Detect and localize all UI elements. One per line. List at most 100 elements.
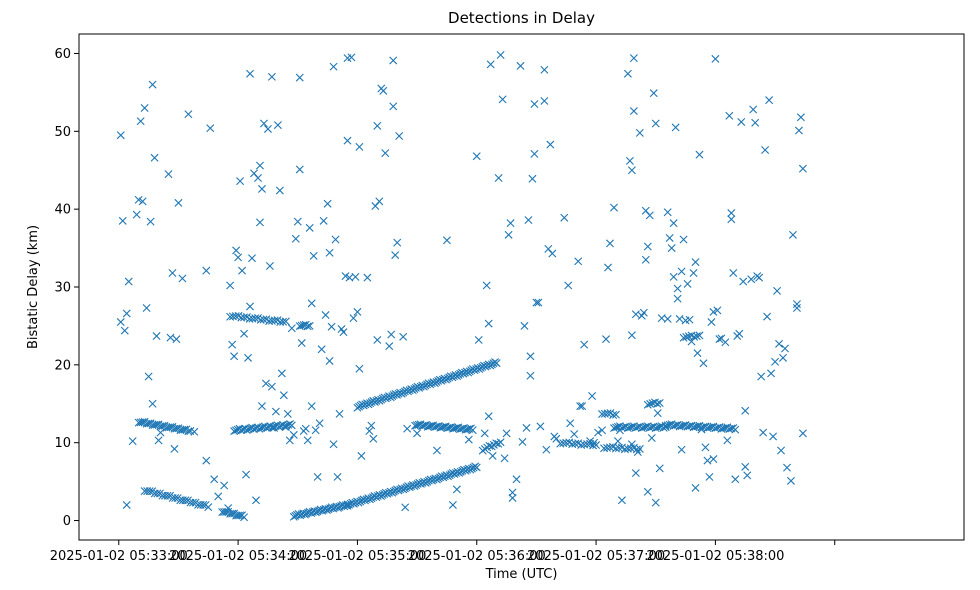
data-point-marker xyxy=(363,273,372,282)
data-point-marker xyxy=(765,96,774,105)
data-point-marker xyxy=(472,463,481,472)
data-point-marker xyxy=(647,434,656,443)
data-point-marker xyxy=(307,402,316,411)
data-point-marker xyxy=(271,407,280,416)
y-tick-label: 60 xyxy=(54,47,71,62)
data-point-marker xyxy=(743,471,752,480)
data-point-marker xyxy=(631,310,640,319)
data-point-marker xyxy=(506,219,515,228)
data-point-marker xyxy=(285,436,294,445)
x-axis-label: Time (UTC) xyxy=(485,567,558,582)
data-point-marker xyxy=(303,322,312,331)
data-point-marker xyxy=(158,421,167,430)
data-point-marker xyxy=(391,251,400,260)
data-point-marker xyxy=(170,444,179,453)
data-point-marker xyxy=(349,314,358,323)
data-point-marker xyxy=(548,249,557,258)
data-point-marker xyxy=(236,177,245,186)
data-point-marker xyxy=(767,369,776,378)
data-point-marker xyxy=(275,186,284,195)
data-point-marker xyxy=(571,439,580,448)
data-point-marker xyxy=(494,174,503,183)
data-point-marker xyxy=(226,281,235,290)
data-point-marker xyxy=(703,456,712,465)
data-point-marker xyxy=(154,436,163,445)
data-point-marker xyxy=(166,423,175,432)
data-point-marker xyxy=(669,272,678,281)
data-point-marker xyxy=(257,184,266,193)
data-point-marker xyxy=(381,149,390,158)
data-point-marker xyxy=(691,258,700,267)
data-point-marker xyxy=(116,318,125,327)
data-point-marker xyxy=(603,409,612,418)
data-point-marker xyxy=(482,281,491,290)
data-point-marker xyxy=(122,500,131,509)
data-point-marker xyxy=(725,111,734,120)
data-point-marker xyxy=(144,419,153,428)
data-point-marker xyxy=(796,113,805,122)
data-point-marker xyxy=(321,311,330,320)
data-point-marker xyxy=(335,409,344,418)
data-point-marker xyxy=(562,438,571,447)
data-point-marker xyxy=(651,119,660,128)
data-point-marker xyxy=(611,410,620,419)
data-point-marker xyxy=(713,306,722,315)
data-point-marker xyxy=(287,421,296,430)
data-point-marker xyxy=(617,496,626,505)
data-point-marker xyxy=(679,333,688,342)
data-point-marker xyxy=(267,382,276,391)
data-point-marker xyxy=(792,304,801,313)
data-point-marker xyxy=(206,124,215,133)
data-point-marker xyxy=(325,356,334,365)
data-point-marker xyxy=(343,136,352,145)
data-point-marker xyxy=(763,312,772,321)
data-point-marker xyxy=(202,456,211,465)
data-point-marker xyxy=(138,418,147,427)
data-point-marker xyxy=(735,329,744,338)
data-point-marker xyxy=(172,335,181,344)
data-point-marker xyxy=(251,314,260,323)
y-axis-ticks: 0 10 20 30 40 50 60 xyxy=(54,47,79,529)
data-point-marker xyxy=(715,335,724,344)
data-point-marker xyxy=(343,500,352,509)
data-point-marker xyxy=(236,511,245,520)
data-point-marker xyxy=(540,65,549,74)
data-point-marker xyxy=(413,429,422,438)
data-point-marker xyxy=(707,318,716,327)
data-point-marker xyxy=(295,73,304,82)
data-point-marker xyxy=(643,400,652,409)
data-point-marker xyxy=(709,455,718,464)
data-point-marker xyxy=(729,268,738,277)
data-point-marker xyxy=(142,304,151,313)
data-point-marker xyxy=(516,61,525,70)
data-point-marker xyxy=(794,126,803,135)
data-point-marker xyxy=(788,230,797,239)
data-point-marker xyxy=(663,208,672,217)
data-point-marker xyxy=(576,402,585,411)
data-point-marker xyxy=(679,235,688,244)
data-point-marker xyxy=(655,464,664,473)
data-point-marker xyxy=(486,60,495,69)
data-point-marker xyxy=(189,498,197,507)
data-point-marker xyxy=(474,335,483,344)
data-point-marker xyxy=(389,102,398,111)
data-point-marker xyxy=(168,268,177,277)
data-point-marker xyxy=(604,263,612,272)
data-point-marker xyxy=(399,332,408,341)
data-point-marker xyxy=(502,429,511,438)
data-point-marker xyxy=(699,359,708,368)
data-point-marker xyxy=(311,426,320,435)
data-point-marker xyxy=(255,218,264,227)
data-point-marker xyxy=(210,475,219,484)
data-point-marker xyxy=(574,257,583,266)
data-point-marker xyxy=(309,251,318,260)
data-point-marker xyxy=(287,324,296,333)
data-point-marker xyxy=(480,429,489,438)
data-point-marker xyxy=(741,406,750,415)
data-point-marker xyxy=(373,121,382,130)
x-tick-label: 2025-01-02 05:34:00 xyxy=(169,549,307,564)
data-point-marker xyxy=(673,294,682,303)
data-point-marker xyxy=(148,80,157,89)
data-point-marker xyxy=(403,424,412,433)
